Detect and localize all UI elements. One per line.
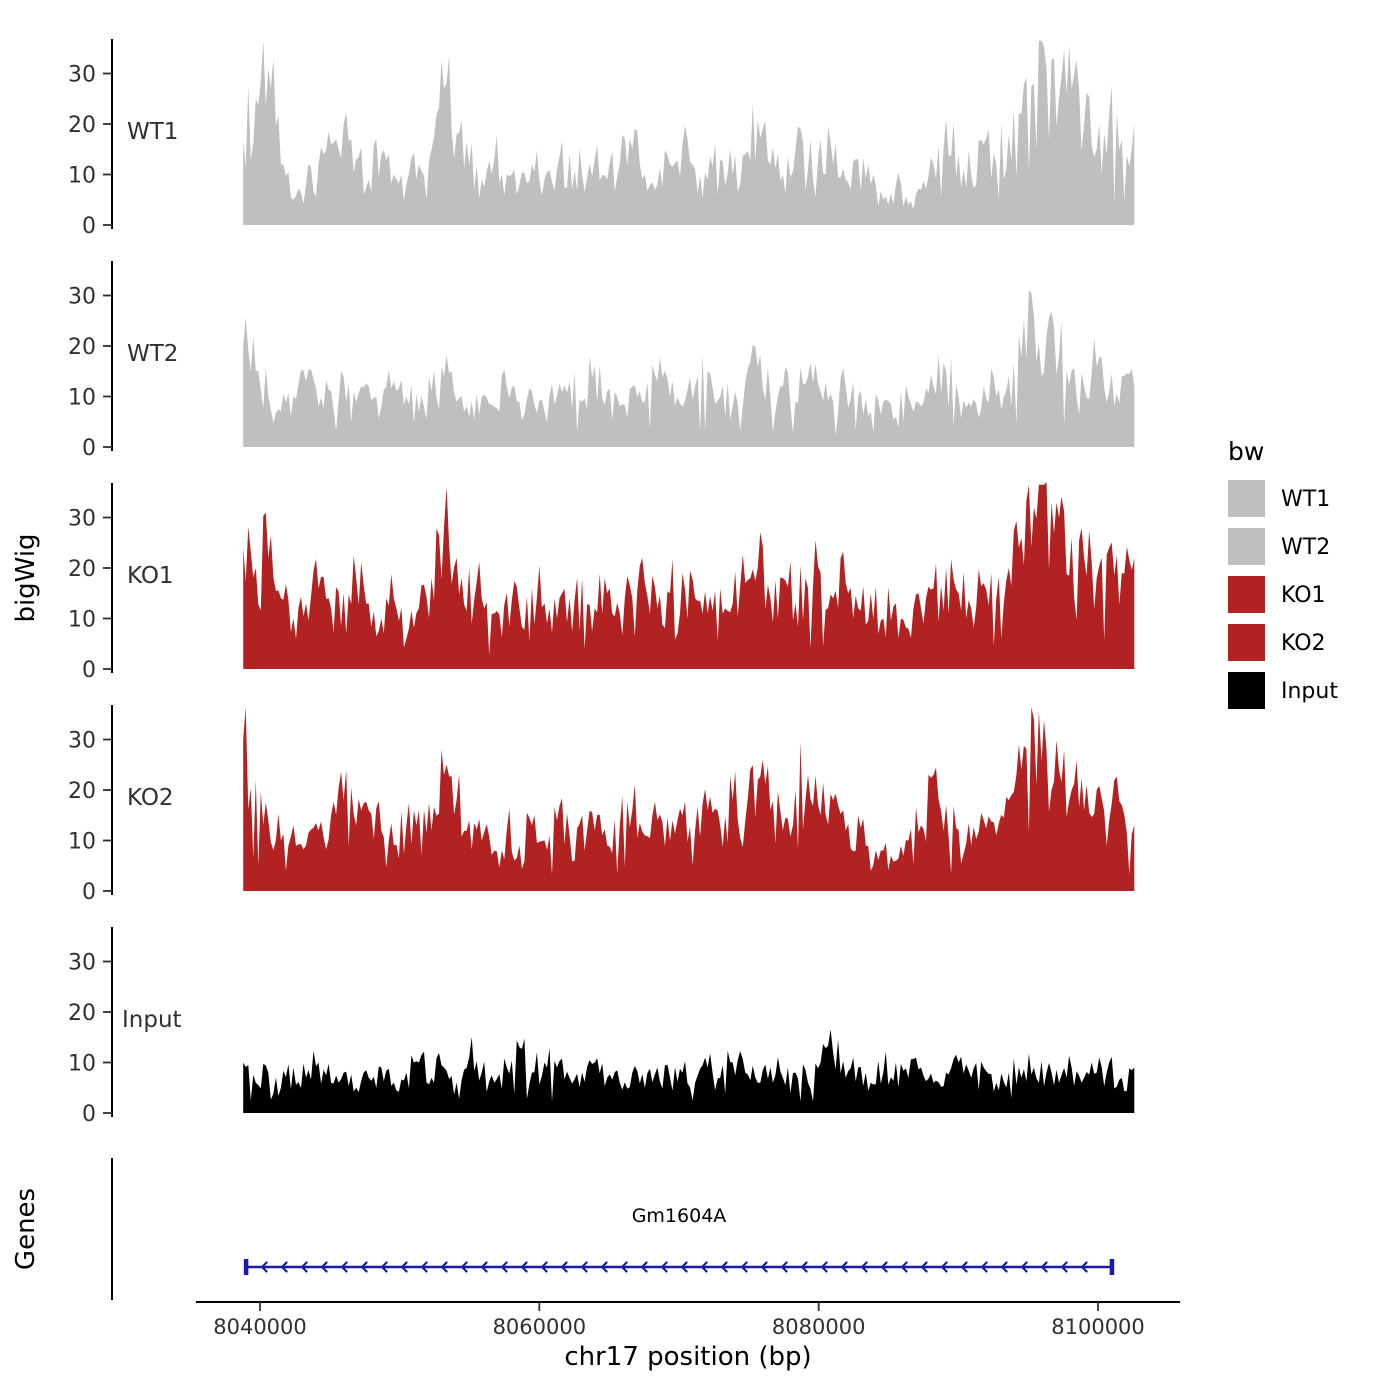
legend-title: bw xyxy=(1228,437,1264,466)
y-axis-title: bigWig xyxy=(11,533,41,622)
y-tick-label: 30 xyxy=(68,951,96,976)
y-tick-label: 0 xyxy=(82,1102,96,1127)
y-tick-label: 20 xyxy=(68,335,96,360)
y-tick-label: 0 xyxy=(82,658,96,683)
legend-label-ko2: KO2 xyxy=(1281,631,1326,656)
gene-end-cap-left xyxy=(243,1259,249,1275)
x-tick-label: 8080000 xyxy=(772,1315,866,1339)
legend-swatch-input xyxy=(1228,672,1265,709)
coverage-area-wt2 xyxy=(243,290,1135,447)
legend-swatch-ko1 xyxy=(1228,576,1265,613)
generated-chart-layers: 0 10 20 30 0 10 20 30 0 10 20 30 0 10 20 30 0 10 20 30 80400… xyxy=(68,39,1180,1339)
y-tick-label: 10 xyxy=(68,164,96,189)
track-label-ko2: KO2 xyxy=(127,785,174,811)
gene-name-label: Gm1604A xyxy=(632,1205,727,1227)
x-tick-label: 8100000 xyxy=(1051,1315,1145,1339)
track-label-wt1: WT1 xyxy=(127,119,178,145)
y-tick-label: 10 xyxy=(68,608,96,633)
y-tick-label: 20 xyxy=(68,113,96,138)
y-tick-label: 0 xyxy=(82,436,96,461)
y-tick-label: 20 xyxy=(68,1001,96,1026)
coverage-area-ko1 xyxy=(243,482,1135,669)
x-tick-label: 8060000 xyxy=(493,1315,587,1339)
legend-label-input: Input xyxy=(1281,679,1338,704)
coverage-area-input xyxy=(243,1029,1135,1113)
y-tick-label: 30 xyxy=(68,729,96,754)
legend-swatch-wt1 xyxy=(1228,480,1265,517)
legend-label-wt1: WT1 xyxy=(1281,487,1330,512)
legend-swatch-ko2 xyxy=(1228,624,1265,661)
x-axis-title: chr17 position (bp) xyxy=(564,1342,811,1372)
y-tick-label: 30 xyxy=(68,285,96,310)
y-tick-label: 20 xyxy=(68,557,96,582)
y-tick-label: 10 xyxy=(68,830,96,855)
genes-panel-title: Genes xyxy=(11,1188,41,1270)
y-tick-label: 0 xyxy=(82,214,96,239)
coverage-area-wt1 xyxy=(243,40,1135,226)
legend-label-ko1: KO1 xyxy=(1281,583,1326,608)
y-tick-label: 0 xyxy=(82,880,96,905)
y-tick-label: 20 xyxy=(68,779,96,804)
gene-end-cap-right xyxy=(1109,1259,1115,1275)
track-label-wt2: WT2 xyxy=(127,341,178,367)
y-tick-label: 30 xyxy=(68,63,96,88)
y-tick-label: 30 xyxy=(68,507,96,532)
y-tick-label: 10 xyxy=(68,386,96,411)
x-tick-label: 8040000 xyxy=(213,1315,307,1339)
coverage-area-ko2 xyxy=(243,706,1135,891)
legend: bw WT1 WT2 KO1 KO2 Input xyxy=(1228,437,1338,709)
legend-swatch-wt2 xyxy=(1228,528,1265,565)
gene-strand-arrows xyxy=(260,1261,1088,1273)
track-label-ko1: KO1 xyxy=(127,563,174,589)
y-tick-label: 10 xyxy=(68,1052,96,1077)
track-label-input: Input xyxy=(122,1007,182,1033)
legend-label-wt2: WT2 xyxy=(1281,535,1330,560)
